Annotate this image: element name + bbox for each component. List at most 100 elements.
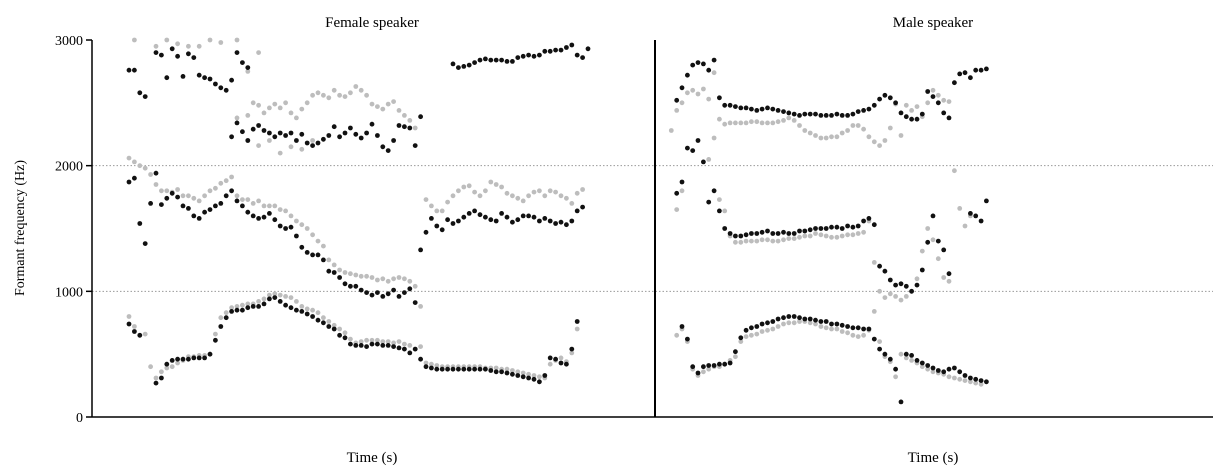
point-light bbox=[743, 334, 749, 339]
point-dark bbox=[159, 375, 164, 381]
point-dark bbox=[914, 116, 920, 122]
point-light bbox=[887, 125, 893, 131]
point-dark bbox=[537, 218, 542, 224]
point-light bbox=[765, 237, 770, 243]
point-dark bbox=[364, 290, 369, 295]
point-light bbox=[445, 199, 450, 205]
point-dark bbox=[542, 48, 548, 54]
point-dark bbox=[472, 60, 477, 65]
point-light bbox=[722, 121, 728, 127]
point-light bbox=[213, 331, 218, 337]
point-dark bbox=[175, 356, 181, 362]
point-dark bbox=[845, 113, 850, 118]
point-light bbox=[834, 134, 840, 140]
point-dark bbox=[369, 341, 375, 347]
point-dark bbox=[429, 216, 434, 221]
point-light bbox=[202, 193, 208, 199]
point-light bbox=[342, 94, 348, 99]
point-light bbox=[250, 100, 256, 106]
point-light bbox=[882, 295, 888, 300]
point-light bbox=[385, 101, 391, 107]
point-dark bbox=[919, 267, 925, 273]
point-light bbox=[277, 105, 283, 111]
point-dark bbox=[759, 229, 765, 235]
point-dark bbox=[914, 282, 920, 288]
point-light bbox=[537, 374, 542, 380]
point-light bbox=[288, 213, 294, 219]
point-light bbox=[722, 208, 728, 214]
point-dark bbox=[978, 67, 984, 73]
point-light bbox=[738, 239, 744, 245]
point-light bbox=[380, 276, 386, 282]
point-dark bbox=[829, 224, 834, 230]
point-light bbox=[304, 306, 310, 312]
point-light bbox=[882, 138, 888, 143]
point-dark bbox=[407, 286, 413, 292]
point-dark bbox=[234, 307, 240, 313]
point-dark bbox=[743, 232, 749, 238]
point-light bbox=[412, 283, 418, 289]
point-light bbox=[288, 295, 294, 300]
point-dark bbox=[537, 52, 542, 58]
point-dark bbox=[407, 350, 413, 356]
point-dark bbox=[984, 379, 989, 385]
point-light bbox=[733, 120, 738, 126]
point-light bbox=[337, 326, 342, 332]
point-dark bbox=[786, 231, 792, 236]
point-light bbox=[132, 324, 137, 329]
point-light bbox=[353, 84, 359, 89]
point-dark bbox=[968, 75, 973, 81]
point-dark bbox=[722, 226, 728, 231]
point-light bbox=[294, 299, 299, 304]
point-dark bbox=[930, 213, 936, 219]
point-light bbox=[186, 43, 191, 49]
point-dark bbox=[477, 366, 483, 372]
point-dark bbox=[218, 324, 224, 329]
point-dark bbox=[137, 332, 143, 338]
point-light bbox=[488, 179, 494, 185]
point-dark bbox=[321, 257, 326, 263]
point-dark bbox=[396, 294, 402, 299]
point-dark bbox=[358, 287, 364, 293]
point-dark bbox=[743, 105, 749, 111]
point-light bbox=[733, 354, 738, 360]
point-light bbox=[126, 155, 132, 161]
point-dark bbox=[850, 224, 856, 230]
point-dark bbox=[234, 50, 240, 55]
point-light bbox=[153, 43, 159, 49]
point-light bbox=[839, 130, 845, 136]
point-light bbox=[267, 203, 272, 209]
point-dark bbox=[164, 361, 170, 367]
point-light bbox=[407, 118, 413, 123]
point-dark bbox=[839, 322, 845, 328]
point-dark bbox=[402, 346, 407, 352]
point-dark bbox=[229, 309, 235, 314]
point-dark bbox=[695, 60, 701, 65]
point-dark bbox=[267, 211, 272, 216]
point-light bbox=[754, 331, 760, 337]
point-dark bbox=[786, 314, 792, 319]
point-dark bbox=[342, 281, 348, 287]
point-dark bbox=[488, 57, 494, 63]
point-light bbox=[781, 321, 786, 327]
point-dark bbox=[493, 57, 499, 63]
point-light bbox=[738, 339, 744, 344]
point-dark bbox=[186, 206, 191, 211]
point-light bbox=[909, 108, 914, 113]
point-light bbox=[823, 233, 829, 239]
point-dark bbox=[877, 96, 882, 102]
point-dark bbox=[477, 57, 483, 63]
point-dark bbox=[887, 277, 893, 283]
point-dark bbox=[973, 213, 979, 219]
point-dark bbox=[717, 361, 722, 367]
point-dark bbox=[537, 379, 542, 385]
point-dark bbox=[866, 106, 872, 112]
point-light bbox=[973, 380, 979, 386]
point-dark bbox=[439, 366, 445, 372]
point-light bbox=[434, 208, 440, 214]
point-light bbox=[759, 329, 765, 334]
point-dark bbox=[893, 282, 898, 288]
point-light bbox=[272, 203, 278, 209]
point-dark bbox=[553, 221, 558, 226]
point-light bbox=[690, 87, 696, 93]
